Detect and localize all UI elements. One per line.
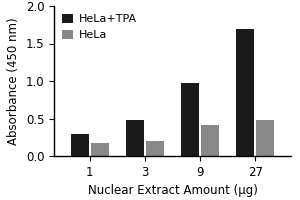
Legend: HeLa+TPA, HeLa: HeLa+TPA, HeLa	[60, 12, 139, 42]
Bar	[126, 120, 144, 156]
Bar	[91, 142, 109, 156]
X-axis label: Nuclear Extract Amount (μg): Nuclear Extract Amount (μg)	[88, 184, 257, 197]
Bar	[256, 120, 274, 156]
Bar	[71, 134, 89, 156]
Bar	[146, 141, 164, 156]
Y-axis label: Absorbance (450 nm): Absorbance (450 nm)	[7, 17, 20, 145]
Bar	[201, 124, 219, 156]
Bar	[181, 82, 199, 156]
Bar	[236, 28, 254, 156]
